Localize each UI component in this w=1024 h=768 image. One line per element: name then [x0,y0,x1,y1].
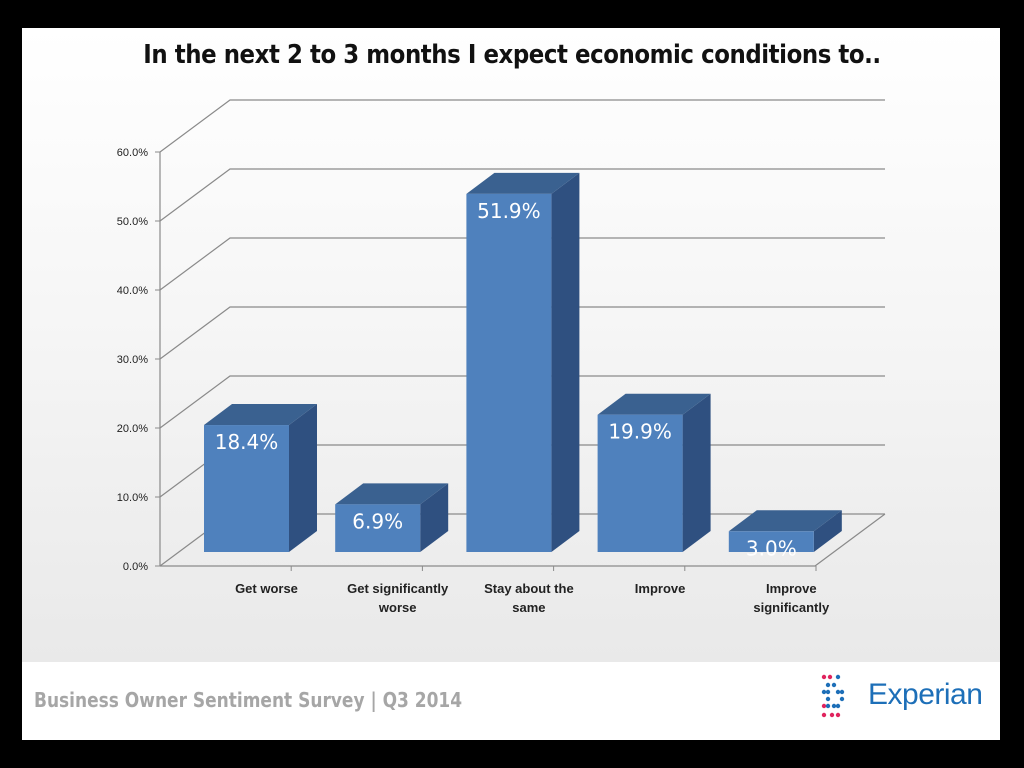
y-tick-label: 50.0% [117,216,148,228]
y-tick-label: 40.0% [117,285,148,297]
experian-logo: Experian [818,672,993,720]
y-tick-label: 30.0% [117,354,148,366]
logo-dot [835,703,841,709]
logo-dot [825,689,831,695]
gridline [159,306,885,360]
data-label: 6.9% [352,509,403,533]
x-tick-label-line: worse [378,600,417,615]
data-label: 51.9% [477,199,541,223]
bar-side [289,404,317,552]
logo-dot [839,689,845,695]
footer-text: Business Owner Sentiment Survey | Q3 201… [34,688,463,712]
bar [597,414,683,552]
x-tick-label: Get worse [235,581,298,596]
logo-dot [835,689,841,695]
data-label: 19.9% [608,420,672,444]
data-label: 3.0% [746,536,797,560]
floor-edge [160,513,886,567]
x-tick-label: Improve [635,581,686,596]
bar-side [813,510,842,552]
logo-dot [825,703,831,709]
logo-dot [827,674,833,680]
x-tick-label-line: Get significantly [347,581,449,596]
logo-text: Experian [868,678,983,711]
logo-dot [829,712,835,718]
chart-title: In the next 2 to 3 months I expect econo… [143,40,881,70]
x-tick-label: Stay about the same [484,581,574,615]
y-tick-label: 60.0% [117,147,148,159]
bar-top [335,483,449,505]
logo-dot [825,696,831,702]
data-label: 18.4% [215,430,279,454]
footer-band [22,662,1000,740]
bar-top [597,393,711,415]
experian-logo-icon [821,674,845,718]
x-tick-label-line: significantly [753,600,830,615]
logo-dot [835,674,841,680]
logo-dot [831,682,837,688]
gridline [159,237,885,291]
bar [204,425,289,552]
bar-top [728,510,842,532]
logo-dot [831,703,837,709]
x-tick-label-line: Improve [766,581,817,596]
x-tick-label-line: same [512,600,545,615]
x-tick-label-line: Get worse [235,581,298,596]
logo-dot [839,696,845,702]
gridline [159,375,885,429]
y-tick-label: 20.0% [117,423,148,435]
logo-dot [821,689,827,695]
logo-dot [821,674,827,680]
gridline [159,99,885,153]
y-tick-label: 0.0% [123,561,148,573]
bar [335,504,421,552]
x-tick-label: Improve significantly [753,581,830,615]
logo-dot [835,712,841,718]
bar-side [420,483,449,552]
y-tick-label: 10.0% [117,492,148,504]
bar-top [204,404,317,426]
x-tick-label: Get significantly worse [347,581,449,615]
bar-side [682,393,711,552]
logo-dot [821,712,827,718]
gridline [159,168,885,222]
bar-side [551,172,580,552]
bar-top [466,172,580,194]
x-tick-label-line: Stay about the [484,581,574,596]
bar [466,193,552,552]
logo-dot [825,682,831,688]
x-tick-label-line: Improve [635,581,686,596]
bar [728,531,814,552]
logo-dot [821,703,827,709]
